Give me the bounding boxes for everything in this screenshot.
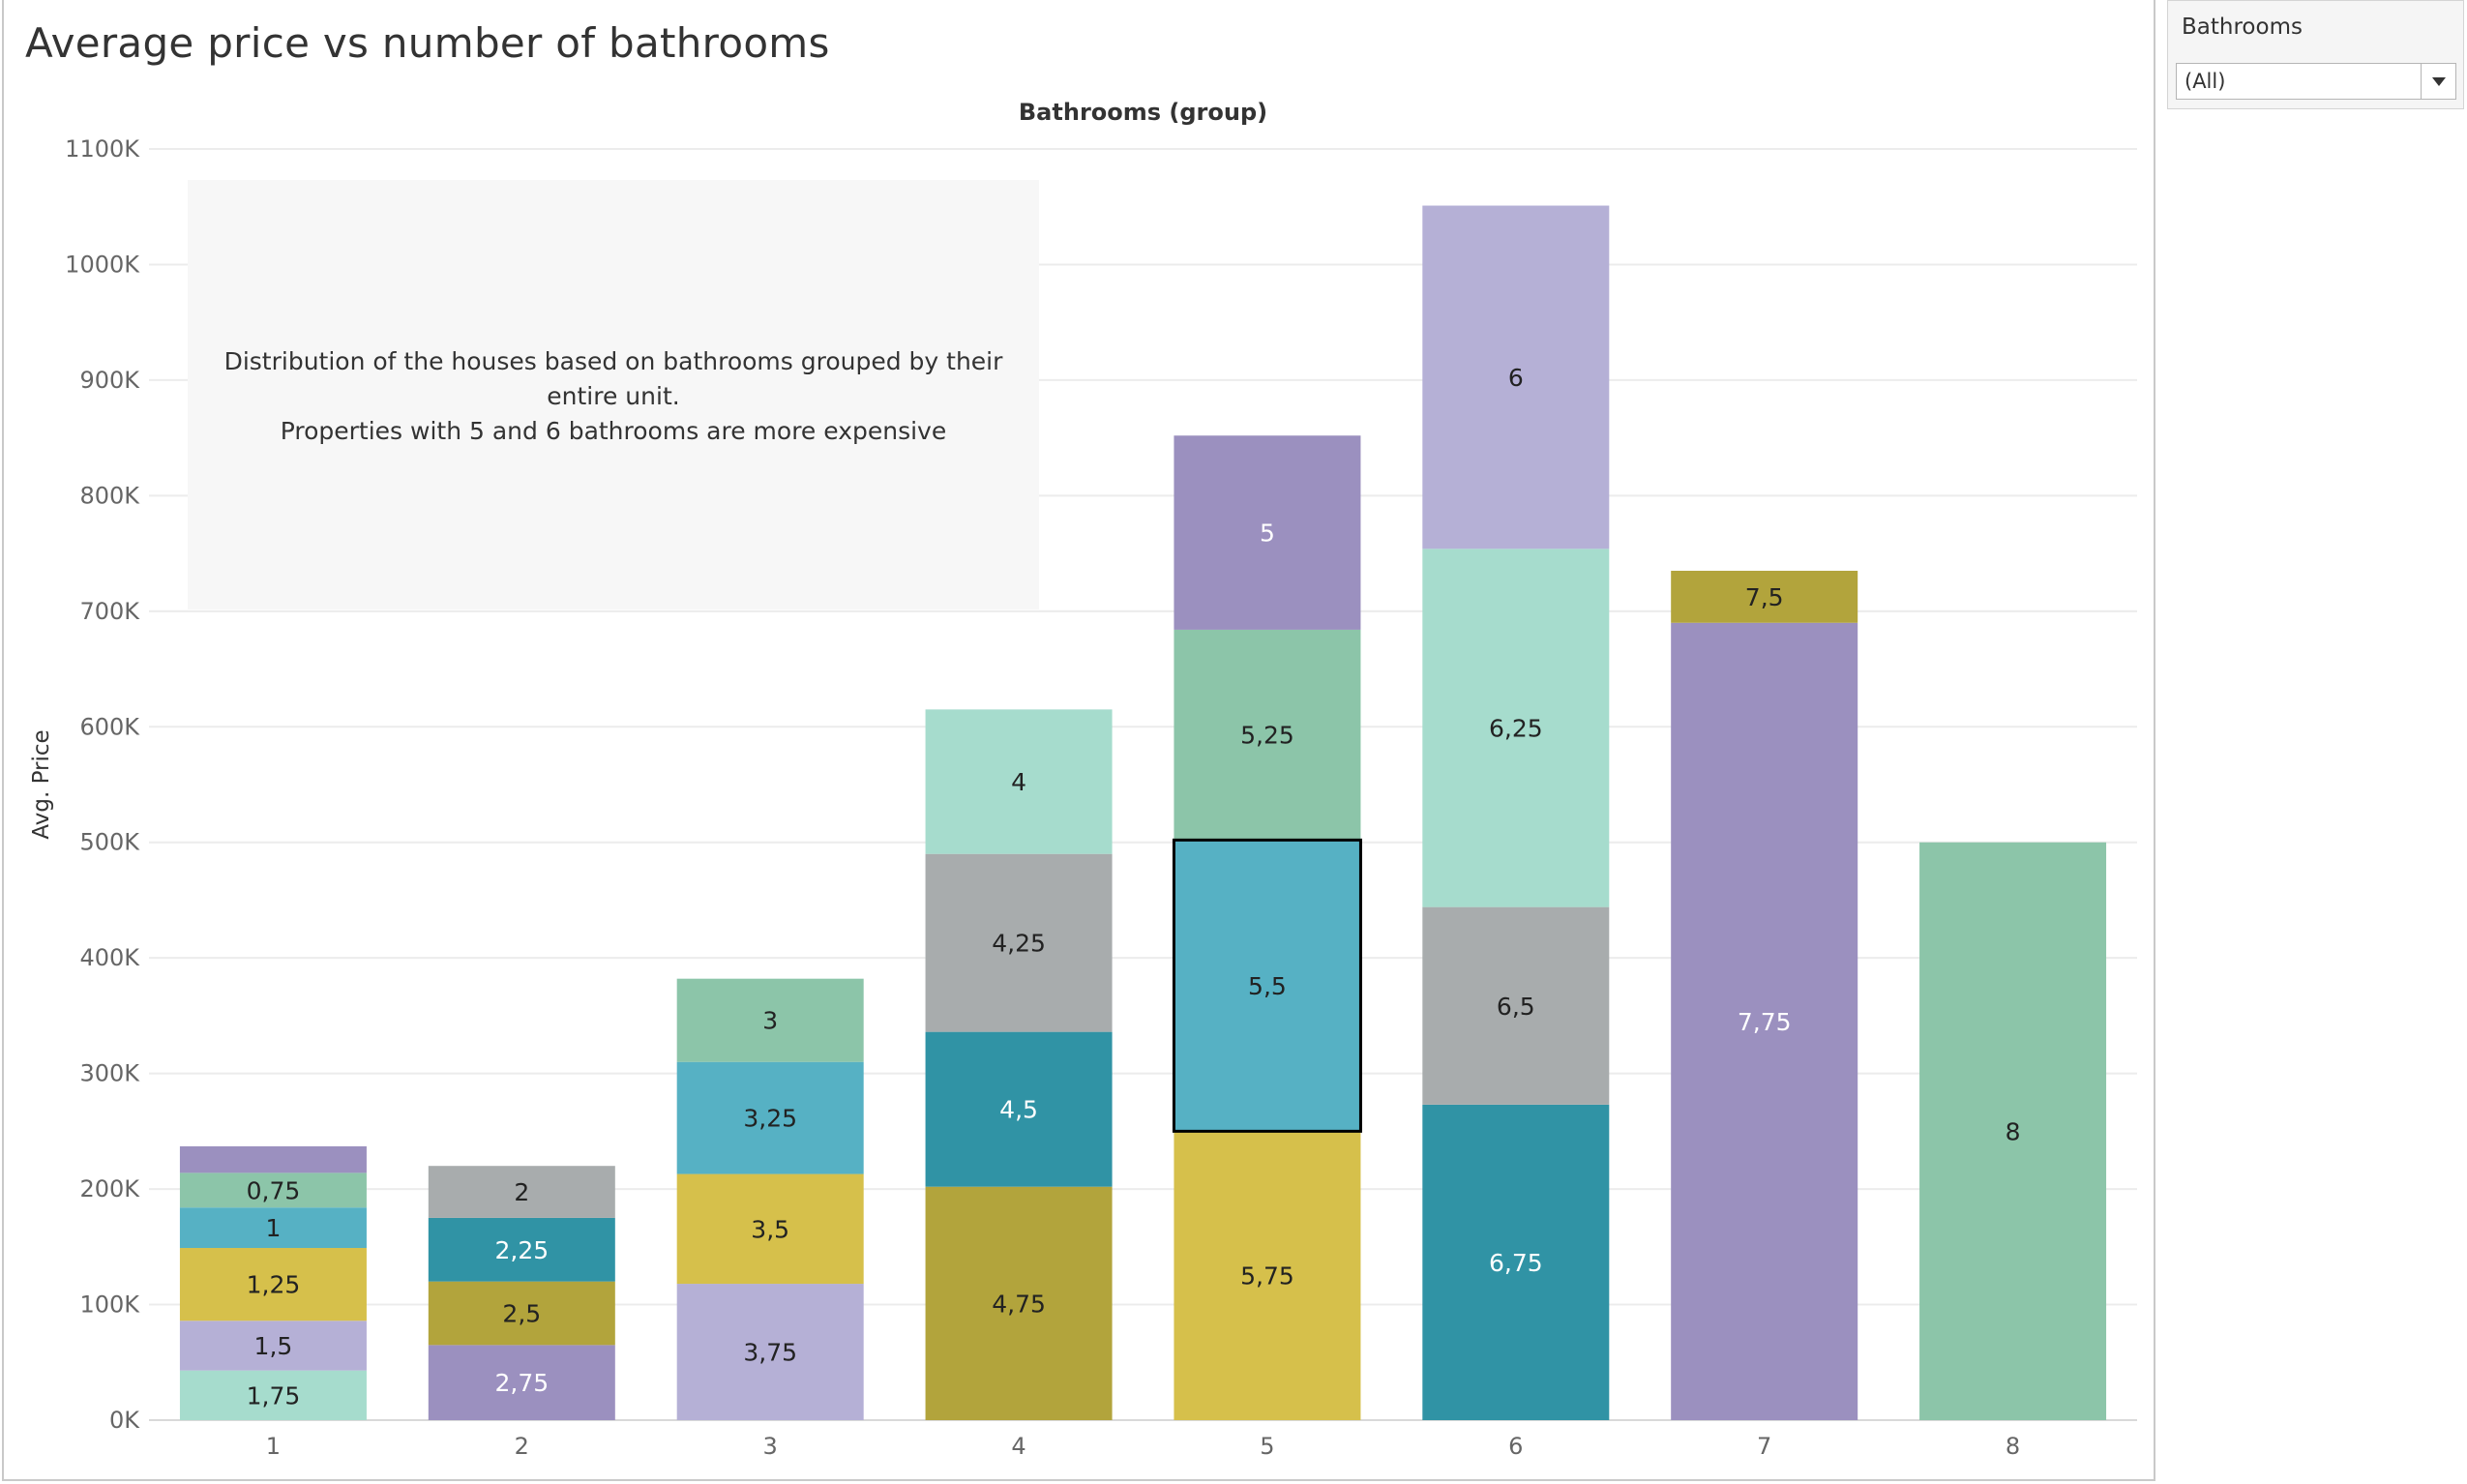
bar-segment[interactable] (428, 1217, 615, 1282)
y-tick-label: 800K (79, 482, 140, 509)
y-tick-label: 200K (79, 1175, 140, 1202)
y-axis-label: Avg. Price (29, 729, 54, 839)
bar-data-label: 7,75 (1738, 1008, 1792, 1036)
bar-data-label: 4,5 (999, 1096, 1038, 1124)
bathrooms-filter: Bathrooms (All) (2167, 0, 2464, 109)
bar-segment[interactable] (1919, 842, 2107, 1420)
bar-data-label: 6 (1508, 364, 1524, 392)
bar-segment[interactable] (179, 1321, 367, 1371)
bar-data-label: 3,25 (743, 1105, 797, 1133)
y-tick-label: 300K (79, 1060, 140, 1087)
bar-data-label: 4,25 (992, 930, 1046, 958)
bar-data-label: 6,5 (1497, 993, 1535, 1021)
bar-segment[interactable] (1174, 1131, 1361, 1420)
dashboard: Average price vs number of bathrooms 0K 1… (2, 0, 2155, 1481)
bar-data-label: 1,5 (254, 1332, 293, 1360)
bar-segment[interactable] (1174, 435, 1361, 630)
bar-segment[interactable] (179, 1207, 367, 1249)
bar-data-label: 5,25 (1240, 722, 1294, 750)
bar-segment[interactable] (925, 1031, 1113, 1187)
y-tick-label: 500K (79, 829, 140, 856)
bar-data-label: 1 (265, 1214, 281, 1242)
bar-data-label: 3 (762, 1007, 778, 1035)
bar-data-label: 2,25 (494, 1236, 549, 1264)
bar-data-label: 3,5 (751, 1215, 789, 1243)
selected-segment-outline (1172, 838, 1362, 1133)
bar-segment[interactable] (676, 1173, 864, 1285)
filter-label: Bathrooms (2182, 15, 2303, 40)
bar-data-label: 6,75 (1489, 1249, 1543, 1277)
bar-segment[interactable] (1422, 1104, 1610, 1420)
bar-data-label: 7,5 (1745, 583, 1784, 611)
annotation-text: Distribution of the houses based on bath… (224, 347, 1004, 375)
bar-segment[interactable] (428, 1281, 615, 1346)
bar-data-label: 2 (514, 1178, 529, 1206)
y-tick-label: 600K (79, 713, 140, 740)
bar-data-label: 5,75 (1240, 1262, 1294, 1291)
annotation-box (188, 180, 1039, 609)
bar-segment[interactable] (179, 1172, 367, 1208)
y-tick-label: 1100K (65, 135, 140, 163)
dropdown-selected-value: (All) (2185, 70, 2226, 93)
bar-data-label: 3,75 (743, 1339, 797, 1367)
y-tick-label: 700K (79, 598, 140, 625)
annotation-text: entire unit. (547, 382, 679, 410)
x-tick-label: 8 (2006, 1433, 2020, 1460)
x-tick-label: 7 (1757, 1433, 1771, 1460)
bar-segment[interactable] (676, 1284, 864, 1420)
x-tick-label: 4 (1011, 1433, 1025, 1460)
bar-data-label: 1,25 (247, 1271, 301, 1299)
bar-segment[interactable] (179, 1370, 367, 1420)
bar-segment[interactable] (1174, 629, 1361, 841)
y-tick-label: 0K (109, 1407, 140, 1434)
bar-data-label: 6,25 (1489, 714, 1543, 742)
bar-segment[interactable] (1174, 840, 1361, 1132)
bar-segment[interactable] (1671, 571, 1858, 623)
bar-data-label: 4,75 (992, 1290, 1046, 1318)
bar-segment[interactable] (179, 1145, 367, 1173)
x-tick-label: 6 (1508, 1433, 1523, 1460)
y-tick-label: 400K (79, 944, 140, 971)
stacked-bar-chart: 0K100K200K300K400K500K600K700K800K900K10… (29, 99, 2137, 1460)
bar-segment[interactable] (1671, 622, 1858, 1420)
bar-data-label: 0,75 (247, 1176, 301, 1204)
chevron-down-icon[interactable] (2421, 64, 2455, 99)
x-tick-label: 3 (763, 1433, 778, 1460)
chart-title: Average price vs number of bathrooms (25, 19, 830, 67)
x-tick-label: 5 (1260, 1433, 1274, 1460)
bar-segment[interactable] (428, 1345, 615, 1420)
y-tick-label: 900K (79, 367, 140, 394)
bar-segment[interactable] (925, 853, 1113, 1032)
column-header: Bathrooms (group) (1019, 99, 1267, 126)
bar-data-label: 5,5 (1248, 972, 1287, 1000)
bar-segment[interactable] (676, 1061, 864, 1174)
bar-data-label: 5 (1260, 519, 1275, 548)
bar-data-label: 2,75 (494, 1369, 549, 1397)
y-tick-label: 100K (79, 1291, 140, 1319)
x-tick-label: 2 (515, 1433, 529, 1460)
bar-data-label: 1,75 (247, 1381, 301, 1410)
y-tick-label: 1000K (65, 251, 140, 278)
bar-segment[interactable] (428, 1166, 615, 1218)
x-tick-label: 1 (266, 1433, 281, 1460)
bar-data-label: 2,5 (502, 1300, 541, 1328)
bar-data-label: 8 (2006, 1117, 2021, 1145)
bar-segment[interactable] (179, 1248, 367, 1321)
bar-segment[interactable] (925, 1186, 1113, 1420)
annotation-text: Properties with 5 and 6 bathrooms are mo… (281, 417, 947, 445)
bar-segment[interactable] (1422, 205, 1610, 549)
bar-segment[interactable] (1422, 549, 1610, 907)
bar-segment[interactable] (925, 709, 1113, 854)
bar-segment[interactable] (1422, 906, 1610, 1105)
bar-data-label: 4 (1011, 768, 1026, 796)
bar-segment[interactable] (676, 978, 864, 1062)
bathrooms-dropdown[interactable]: (All) (2176, 63, 2456, 100)
